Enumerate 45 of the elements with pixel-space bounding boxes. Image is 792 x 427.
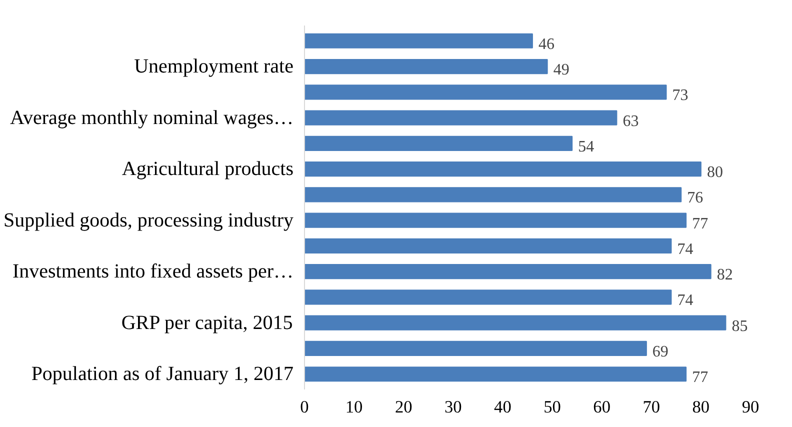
data-label: 49	[553, 62, 570, 79]
bar	[304, 212, 687, 228]
bar	[304, 315, 726, 330]
bar	[304, 238, 672, 254]
x-tick-label: 40	[494, 398, 512, 416]
x-tick-label: 10	[345, 398, 363, 416]
data-label: 63	[622, 112, 639, 130]
data-label: 74	[677, 240, 694, 258]
data-label: 69	[652, 343, 668, 360]
data-label: 73	[672, 87, 688, 104]
bar	[304, 290, 672, 305]
bar	[304, 58, 548, 74]
data-label: 54	[578, 138, 594, 156]
y-tick-label: Supplied goods, processing industry	[4, 209, 294, 232]
data-label: 80	[706, 164, 723, 182]
data-label: 82	[716, 266, 733, 284]
data-label: 46	[538, 36, 554, 53]
data-label: 77	[692, 369, 708, 386]
bar	[304, 340, 647, 356]
y-tick-label: Agricultural products	[122, 158, 294, 180]
data-label: 77	[692, 215, 708, 232]
x-tick-label: 80	[692, 398, 710, 416]
x-tick-label: 50	[544, 398, 561, 416]
bar	[304, 136, 573, 151]
y-tick-label: Average monthly nominal wages…	[10, 106, 294, 129]
x-tick-label: 60	[593, 398, 610, 416]
y-tick-label: Population as of January 1, 2017	[31, 363, 294, 386]
x-tick-label: 90	[742, 398, 760, 416]
data-label: 85	[732, 318, 748, 335]
x-tick-label: 0	[300, 398, 309, 416]
bar	[304, 264, 712, 280]
bar	[304, 84, 667, 100]
bar	[304, 33, 533, 48]
x-tick-label: 20	[394, 398, 412, 416]
y-tick-label: Unemployment rate	[134, 56, 294, 78]
x-tick-label: 30	[444, 398, 462, 416]
x-tick-label: 70	[642, 398, 660, 416]
data-label: 76	[687, 190, 704, 207]
bar	[304, 187, 682, 202]
y-tick-label: GRP per capita, 2015	[121, 312, 293, 334]
y-tick-label: Investments into fixed assets per…	[12, 260, 294, 283]
data-label: 74	[677, 292, 694, 310]
bar	[304, 366, 687, 382]
bar	[304, 162, 702, 177]
bar	[304, 110, 618, 126]
